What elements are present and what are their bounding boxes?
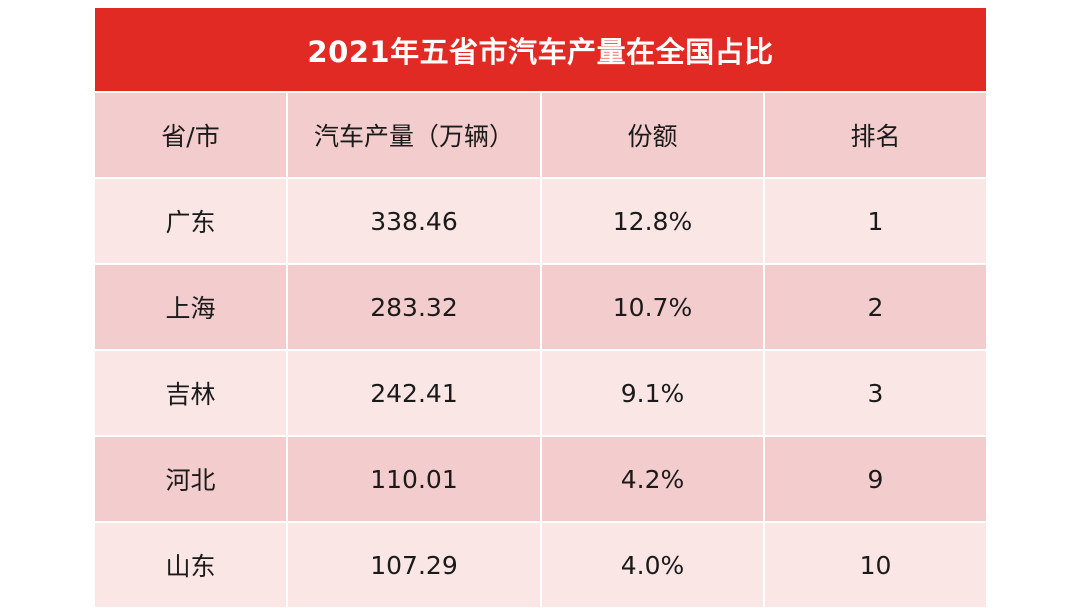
cell-province: 河北 xyxy=(95,435,288,522)
cell-share: 9.1% xyxy=(541,349,765,436)
cell-rank: 10 xyxy=(764,521,986,607)
cell-rank: 2 xyxy=(764,263,986,350)
table-row: 河北 110.01 4.2% 9 xyxy=(95,435,986,522)
cell-share: 12.8% xyxy=(541,177,765,264)
cell-rank: 3 xyxy=(764,349,986,436)
cell-share: 10.7% xyxy=(541,263,765,350)
table-title: 2021年五省市汽车产量在全国占比 xyxy=(95,8,986,91)
header-row: 省/市 汽车产量（万辆） 份额 排名 xyxy=(95,91,986,178)
cell-share: 4.0% xyxy=(541,521,765,607)
column-header-share: 份额 xyxy=(541,91,765,178)
cell-output: 338.46 xyxy=(287,177,542,264)
cell-output: 107.29 xyxy=(287,521,542,607)
cell-province: 吉林 xyxy=(95,349,288,436)
cell-output: 242.41 xyxy=(287,349,542,436)
cell-output: 283.32 xyxy=(287,263,542,350)
table-row: 广东 338.46 12.8% 1 xyxy=(95,177,986,264)
data-table: 省/市 汽车产量（万辆） 份额 排名 广东 338.46 12.8% 1 上海 … xyxy=(95,91,986,607)
column-header-rank: 排名 xyxy=(764,91,986,178)
column-header-output: 汽车产量（万辆） xyxy=(287,91,542,178)
cell-rank: 1 xyxy=(764,177,986,264)
cell-province: 上海 xyxy=(95,263,288,350)
column-header-province: 省/市 xyxy=(95,91,288,178)
table-row: 吉林 242.41 9.1% 3 xyxy=(95,349,986,436)
cell-share: 4.2% xyxy=(541,435,765,522)
cell-output: 110.01 xyxy=(287,435,542,522)
table-row: 上海 283.32 10.7% 2 xyxy=(95,263,986,350)
cell-rank: 9 xyxy=(764,435,986,522)
production-share-table: 2021年五省市汽车产量在全国占比 省/市 汽车产量（万辆） 份额 排名 广东 … xyxy=(95,8,986,607)
table-row: 山东 107.29 4.0% 10 xyxy=(95,521,986,607)
cell-province: 广东 xyxy=(95,177,288,264)
cell-province: 山东 xyxy=(95,521,288,607)
